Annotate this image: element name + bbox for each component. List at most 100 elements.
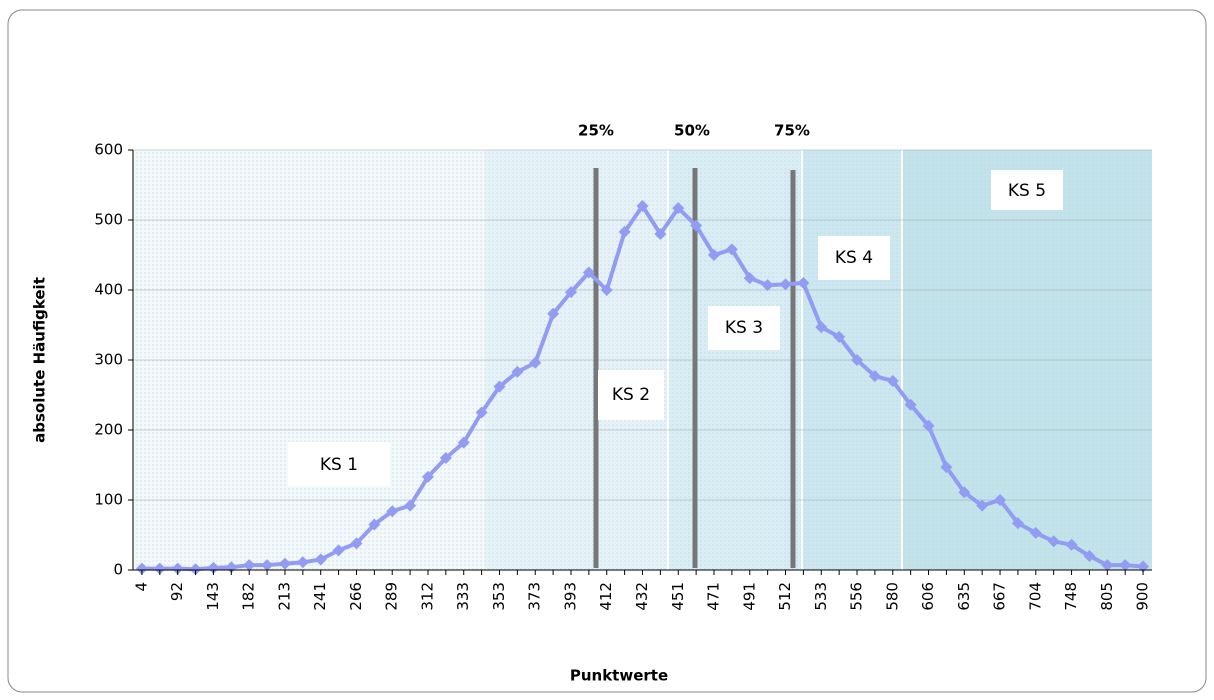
data-point — [618, 225, 631, 238]
data-point — [940, 461, 953, 474]
region-label: KS 4 — [835, 248, 873, 268]
y-tick-label: 500 — [94, 211, 123, 229]
data-point — [171, 562, 184, 575]
data-point — [654, 228, 667, 240]
data-point — [868, 370, 881, 383]
data-point — [421, 470, 434, 483]
x-tick-label: 491 — [740, 582, 758, 611]
data-point — [725, 243, 738, 256]
data-point — [475, 406, 488, 419]
x-tick-label: 213 — [275, 582, 293, 611]
x-tick-label: 512 — [776, 582, 794, 611]
x-tick-label: 580 — [883, 582, 901, 611]
data-point — [386, 505, 399, 518]
region-label: KS 2 — [612, 385, 650, 405]
quantile-lines: 25% 50% 75% — [578, 122, 810, 568]
x-tick-label: 92 — [168, 582, 186, 601]
data-point — [296, 556, 309, 569]
data-point — [1011, 517, 1024, 530]
data-point — [564, 286, 577, 299]
data-point — [314, 553, 327, 566]
data-point — [600, 284, 613, 296]
x-tick-label: 353 — [490, 582, 508, 611]
data-point — [904, 398, 917, 411]
data-point — [135, 562, 148, 575]
x-tick-label: 432 — [633, 582, 651, 611]
y-tick-label: 600 — [94, 141, 123, 159]
data-point — [439, 452, 452, 464]
x-tick-label: 704 — [1026, 582, 1044, 611]
data-point — [582, 266, 595, 279]
x-tick-label: 805 — [1098, 582, 1116, 611]
x-tick-label: 451 — [669, 582, 687, 611]
data-point — [1083, 550, 1096, 562]
region-label: KS 3 — [725, 318, 763, 338]
data-point — [761, 279, 774, 292]
data-point — [636, 200, 649, 212]
data-point — [261, 559, 274, 572]
data-point — [994, 494, 1007, 506]
data-point — [690, 219, 703, 232]
data-point — [153, 562, 166, 575]
data-point — [350, 537, 363, 550]
data-point — [958, 486, 971, 499]
x-tick-label: 533 — [812, 582, 830, 611]
series — [135, 200, 1150, 576]
data-point — [851, 354, 864, 366]
data-point — [797, 277, 810, 289]
data-point — [1047, 535, 1060, 548]
data-point — [547, 307, 560, 320]
x-tick-label: 667 — [991, 582, 1009, 611]
data-point — [1029, 526, 1042, 539]
data-point — [1119, 559, 1132, 572]
quantile-label: 50% — [674, 122, 710, 140]
x-tick-label: 748 — [1062, 582, 1080, 611]
data-point — [922, 419, 935, 432]
x-tick-label: 556 — [848, 582, 866, 611]
data-point — [189, 563, 202, 576]
data-point — [815, 321, 828, 334]
data-point — [1065, 538, 1078, 551]
region-label: KS 5 — [1008, 181, 1046, 201]
data-point — [493, 380, 506, 393]
data-point — [368, 518, 381, 531]
x-tick-label: 312 — [418, 582, 436, 611]
y-tick-label: 300 — [94, 351, 123, 369]
data-point — [833, 330, 846, 343]
data-point — [1101, 559, 1114, 572]
data-point — [404, 499, 417, 512]
label-box — [991, 170, 1063, 210]
data-point — [708, 249, 721, 261]
data-point — [207, 561, 220, 574]
label-box — [288, 442, 390, 486]
region-label: KS 1 — [320, 455, 358, 475]
data-point — [332, 544, 345, 557]
quantile-label: 75% — [774, 122, 810, 140]
x-tick-label: 143 — [204, 582, 222, 611]
quantile-label: 25% — [578, 122, 614, 140]
y-tick-label: 0 — [113, 561, 123, 579]
data-point — [278, 557, 291, 570]
x-tick-label: 241 — [311, 582, 329, 611]
y-tick-label: 100 — [94, 491, 123, 509]
region-labels: KS 1 KS 2 KS 3 KS 4 KS 5 — [288, 170, 1063, 486]
data-point — [511, 365, 524, 378]
label-box — [708, 306, 780, 350]
data-point — [743, 272, 756, 285]
data-point — [886, 375, 899, 387]
x-axis-title: Punktwerte — [570, 667, 668, 685]
y-axis-title: absolute Häufigkeit — [31, 277, 49, 443]
label-box — [818, 236, 890, 280]
x-tick-label: 333 — [454, 582, 472, 611]
x-tick-label: 635 — [955, 582, 973, 611]
x-tick-label: 266 — [347, 582, 365, 611]
data-point — [779, 278, 792, 291]
data-point — [672, 202, 685, 215]
x-tick-label: 373 — [526, 582, 544, 611]
x-tick-label: 412 — [597, 582, 615, 611]
x-tick-label: 900 — [1134, 582, 1152, 611]
data-point — [243, 559, 256, 572]
y-tick-label: 400 — [94, 281, 123, 299]
x-tick-label: 393 — [561, 582, 579, 611]
